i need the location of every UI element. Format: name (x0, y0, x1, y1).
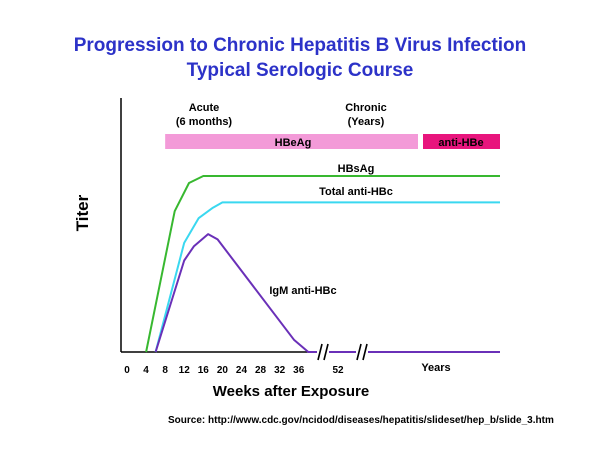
x-tick-label-4: 4 (143, 365, 149, 376)
axis-break-slash-a-1 (356, 343, 362, 361)
axis-break-slash-b-1 (362, 343, 368, 361)
phase-chronic-sublabel: (Years) (348, 116, 385, 128)
phase-acute-sublabel: (6 months) (176, 116, 233, 128)
series-line-igm-anti-hbc (154, 233, 500, 353)
series-label-total-anti-hbc: Total anti-HBc (319, 186, 393, 198)
x-tick-label-36: 36 (293, 365, 305, 376)
bar-label-hbeag: HBeAg (275, 137, 312, 149)
x-years-label: Years (421, 362, 450, 374)
bar-label-anti-hbe: anti-HBe (438, 137, 483, 149)
axis-breaks (317, 343, 368, 361)
x-tick-label-12: 12 (179, 365, 191, 376)
chart-title-line1: Progression to Chronic Hepatitis B Virus… (73, 35, 527, 56)
axis-break-slash-b-0 (323, 343, 329, 361)
axis-break-gap-1 (356, 344, 368, 360)
series-line-total-anti-hbc (154, 201, 500, 353)
x-tick-label-8: 8 (162, 365, 168, 376)
bars-layer (165, 134, 500, 149)
labels-layer: Titer Weeks after Exposure Years Acute (… (73, 102, 484, 400)
source-citation: Source: http://www.cdc.gov/ncidod/diseas… (168, 415, 554, 426)
y-axis-label: Titer (73, 194, 92, 231)
x-tick-label-0: 0 (124, 365, 130, 376)
series-label-igm-anti-hbc: IgM anti-HBc (269, 285, 336, 297)
series-label-hbsag: HBsAg (338, 163, 375, 175)
axis-break-slash-a-0 (317, 343, 323, 361)
x-axis-label: Weeks after Exposure (213, 383, 369, 400)
series-layer (145, 175, 500, 353)
x-tick-labels: 0 4 8 12 16 20 24 28 32 36 52 (124, 365, 344, 376)
x-tick-label-16: 16 (198, 365, 210, 376)
x-tick-label-32: 32 (274, 365, 286, 376)
x-tick-label-52: 52 (332, 365, 344, 376)
chart-title-line2: Typical Serologic Course (186, 60, 414, 81)
series-line-hbsag (145, 175, 500, 353)
bar-anti-hbe (423, 134, 500, 149)
axis-break-gap-0 (317, 344, 329, 360)
x-tick-label-28: 28 (255, 365, 267, 376)
x-tick-label-24: 24 (236, 365, 248, 376)
phase-acute-label: Acute (189, 102, 220, 114)
x-tick-label-20: 20 (217, 365, 229, 376)
phase-chronic-label: Chronic (345, 102, 387, 114)
bar-hbeag (165, 134, 418, 149)
